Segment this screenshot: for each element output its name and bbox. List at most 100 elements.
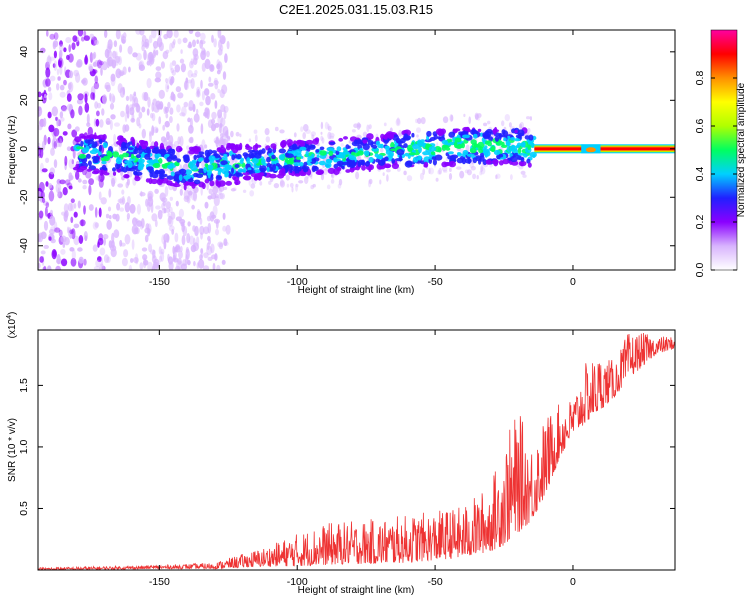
heatmap-cell (327, 167, 336, 174)
heatmap-cell (187, 187, 194, 196)
heatmap-cell (191, 159, 197, 166)
heatmap-cell (585, 147, 596, 153)
heatmap-cell (214, 100, 218, 109)
heatmap-cell (154, 188, 159, 194)
heatmap-cell (128, 264, 133, 270)
heatmap-cell (269, 173, 277, 179)
heatmap-cell (353, 123, 359, 128)
heatmap-cell (94, 157, 99, 164)
heatmap-cell (119, 197, 126, 205)
heatmap-cell (396, 140, 404, 144)
colorbar-label: Normalized spectral amplitude (736, 82, 747, 217)
heatmap-cell (204, 58, 211, 70)
heatmap-cell (368, 178, 373, 185)
heatmap-cell (209, 180, 215, 187)
heatmap-cell (217, 170, 221, 176)
heatmap-cell (89, 149, 98, 155)
heatmap-cell (375, 140, 380, 146)
heatmap-cell (298, 161, 304, 167)
heatmap-cell (311, 134, 315, 140)
heatmap-cell (239, 159, 244, 164)
heatmap-cell (179, 58, 185, 64)
heatmap-cell (484, 145, 488, 150)
heatmap-cell (112, 50, 117, 59)
heatmap-cell (181, 235, 186, 246)
heatmap-cell (172, 183, 181, 188)
heatmap-cell (126, 196, 131, 205)
heatmap-cell (328, 150, 334, 156)
heatmap-cell (278, 148, 286, 154)
heatmap-cell (159, 148, 167, 155)
heatmap-cell (96, 59, 103, 69)
heatmap-cell (230, 188, 236, 192)
heatmap-cell (164, 120, 170, 128)
heatmap-cell (294, 166, 300, 171)
heatmap-cell (388, 152, 393, 158)
heatmap-cell (68, 174, 74, 181)
heatmap-cell (527, 127, 531, 134)
figure-title: C2E1.2025.031.15.03.R15 (279, 2, 433, 17)
spectrogram-y-axis-label: Frequency (Hz) (7, 116, 18, 185)
heatmap-cell (230, 130, 234, 138)
heatmap-cell (180, 49, 183, 54)
colorbar: 0.0 0.2 0.4 0.6 0.8 Normalized spectral ampl… (694, 29, 747, 277)
heatmap-cell (91, 143, 97, 149)
heatmap-cell (38, 210, 44, 219)
heatmap-cell (255, 143, 258, 149)
heatmap-cell (448, 173, 453, 180)
heatmap-cell (57, 57, 64, 69)
heatmap-cell (379, 148, 384, 153)
heatmap-cell (113, 229, 120, 239)
heatmap-cell (207, 171, 212, 176)
heatmap-cell (108, 151, 113, 158)
heatmap-cell (62, 242, 66, 248)
heatmap-cell (280, 167, 286, 175)
heatmap-cell (193, 154, 197, 161)
heatmap-cell (92, 61, 98, 67)
heatmap-cell (320, 121, 324, 130)
heatmap-cell (235, 144, 239, 151)
heatmap-cell (110, 114, 116, 120)
heatmap-cell (76, 146, 84, 150)
heatmap-cell (354, 139, 358, 145)
heatmap-cell (272, 145, 277, 150)
heatmap-cell (132, 138, 136, 146)
heatmap-cell (196, 236, 200, 247)
heatmap-cell (154, 169, 160, 174)
heatmap-cell (182, 225, 188, 237)
colorbar-tick-label: 0.6 (694, 119, 706, 134)
heatmap-cell (80, 135, 86, 139)
heatmap-cell (107, 56, 114, 67)
heatmap-cell (391, 158, 396, 164)
heatmap-cell (200, 79, 203, 89)
heatmap-cell (73, 223, 80, 229)
heatmap-cell (239, 133, 242, 138)
heatmap-cell (124, 174, 130, 179)
heatmap-cell (79, 219, 86, 227)
heatmap-cell (274, 126, 279, 132)
heatmap-cell (147, 261, 153, 270)
heatmap-cell (219, 123, 223, 128)
heatmap-cell (529, 116, 533, 121)
heatmap-band (534, 147, 675, 151)
spectrogram-frame (37, 29, 676, 271)
heatmap-cell (169, 107, 174, 115)
heatmap-cell (93, 81, 100, 90)
heatmap-cell (106, 84, 111, 93)
y-tick-label: 40 (18, 46, 30, 58)
heatmap-cell (398, 132, 403, 136)
heatmap-cell (192, 103, 196, 113)
heatmap-cell (441, 139, 449, 145)
heatmap-cell (473, 133, 478, 139)
heatmap-cell (466, 153, 475, 157)
heatmap-cell (127, 147, 134, 151)
x-tick-label: -100 (287, 576, 308, 588)
heatmap-cell (259, 181, 263, 186)
heatmap-cell (70, 257, 77, 267)
heatmap-cell (223, 238, 228, 247)
heatmap-cell (95, 175, 100, 181)
heatmap-cell (222, 139, 228, 146)
heatmap-cell (312, 138, 319, 145)
heatmap-cell (48, 228, 55, 235)
heatmap-cell (141, 44, 145, 52)
